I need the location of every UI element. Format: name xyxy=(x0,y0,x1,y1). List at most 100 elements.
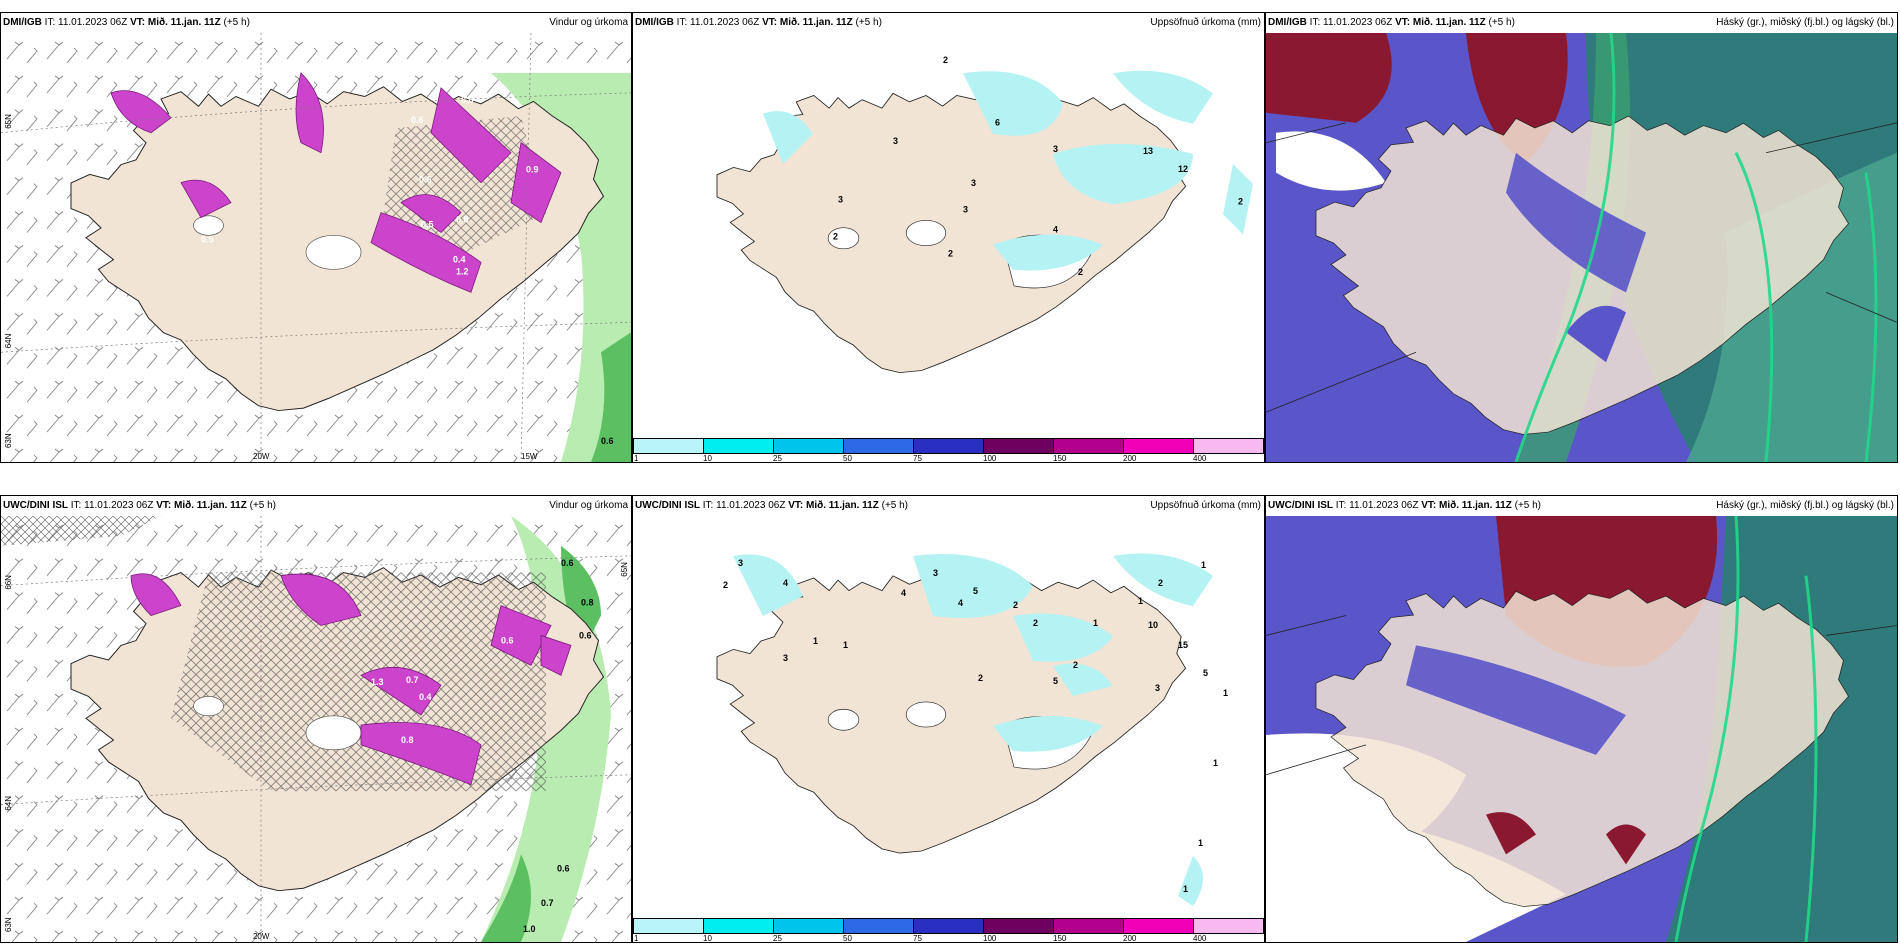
panel-dmi-precip: DMI/IGB IT: 11.01.2023 06Z VT: Mið. 11.j… xyxy=(632,12,1265,463)
precip-value: 1 xyxy=(1093,618,1098,628)
precip-value: 2 xyxy=(1078,267,1083,277)
panel-title: Vindur og úrkoma xyxy=(549,500,628,511)
vt-label: VT: xyxy=(1395,17,1411,28)
precip-map: 3 4 2 4 3 1 1 4 3 5 2 2 1 2 1 2 5 2 10 1… xyxy=(633,516,1264,916)
lat-label: 63N xyxy=(4,433,13,448)
it-label: IT: xyxy=(676,17,688,28)
precip-value: 1 xyxy=(1201,560,1206,570)
precip-value: 3 xyxy=(1053,144,1058,154)
wind-value: 0.6 xyxy=(579,630,592,640)
init-time: 11.01.2023 06Z xyxy=(84,500,154,511)
wind-value: 0.7 xyxy=(541,898,554,908)
lat-label: 66N xyxy=(4,575,13,590)
colorbar-swatch xyxy=(774,439,844,453)
colorbar-swatch xyxy=(774,919,844,933)
wind-value: 1.2 xyxy=(456,266,468,276)
precip-colorbar: 1 10 25 50 75 100 150 200 400 xyxy=(633,916,1264,942)
lead-time: (+5 h) xyxy=(855,17,882,28)
colorbar-tick: 200 xyxy=(1123,454,1137,463)
precip-value: 3 xyxy=(1155,683,1160,693)
panel-title: Uppsöfnuð úrkoma (mm) xyxy=(1150,17,1261,28)
lead-time: (+5 h) xyxy=(249,500,277,511)
wind-value: 0.4 xyxy=(419,692,432,702)
lead-time: (+5 h) xyxy=(1488,17,1515,28)
valid-time: Mið. 11.jan. 11Z xyxy=(1439,500,1512,511)
vt-label: VT: xyxy=(130,17,146,28)
colorbar-ticks: 1 10 25 50 75 100 150 200 400 xyxy=(633,454,1264,463)
lat-label: 64N xyxy=(4,796,13,811)
precip-value: 15 xyxy=(1178,640,1188,650)
panel-header: UWC/DINI ISL IT: 11.01.2023 06Z VT: Mið.… xyxy=(633,496,1264,516)
precip-value: 3 xyxy=(783,653,788,663)
model-source: UWC/DINI ISL xyxy=(635,500,700,511)
precip-value: 2 xyxy=(978,673,983,683)
lat-label: 64N xyxy=(4,333,13,348)
colorbar-ticks: 1 10 25 50 75 100 150 200 400 xyxy=(633,934,1264,942)
wind-value: 0.5 xyxy=(421,220,433,230)
panel-header: DMI/IGB IT: 11.01.2023 06Z VT: Mið. 11.j… xyxy=(1266,13,1897,33)
model-source: UWC/DINI ISL xyxy=(3,500,68,511)
precip-value: 10 xyxy=(1148,620,1158,630)
lead-time: (+5 h) xyxy=(223,17,250,28)
precip-value: 1 xyxy=(1183,884,1188,894)
lead-time: (+5 h) xyxy=(1514,500,1542,511)
model-source: DMI/IGB xyxy=(635,17,674,28)
colorbar-tick: 150 xyxy=(1053,454,1067,463)
panel-uwc-precip: UWC/DINI ISL IT: 11.01.2023 06Z VT: Mið.… xyxy=(632,495,1265,943)
valid-time: Mið. 11.jan. 11Z xyxy=(806,500,879,511)
colorbar-swatch xyxy=(844,919,914,933)
colorbar-swatches xyxy=(633,438,1264,454)
precip-value: 1 xyxy=(1223,688,1228,698)
precip-value: 3 xyxy=(963,204,968,214)
wind-value: 0.3 xyxy=(341,240,353,250)
panel-title: Háský (gr.), miðský (fj.bl.) og lágský (… xyxy=(1716,17,1894,28)
vt-label: VT: xyxy=(156,500,172,511)
precip-value: 5 xyxy=(1053,676,1058,686)
valid-time: Mið. 11.jan. 11Z xyxy=(147,17,221,28)
wind-value: 0.6 xyxy=(557,863,570,873)
precip-value: 3 xyxy=(838,194,843,204)
wind-value: 0.6 xyxy=(501,635,514,645)
lead-time: (+5 h) xyxy=(881,500,909,511)
wind-map: 1.3 0.7 0.4 0.6 0.8 0.6 0.8 0.6 0.6 0.7 … xyxy=(1,516,631,942)
precip-value: 6 xyxy=(995,118,1000,128)
precip-value: 3 xyxy=(893,136,898,146)
precip-value: 4 xyxy=(783,578,788,588)
valid-time: Mið. 11.jan. 11Z xyxy=(779,17,853,28)
wind-value: 0.6 xyxy=(419,175,431,185)
panel-uwc-wind: UWC/DINI ISL IT: 11.01.2023 06Z VT: Mið.… xyxy=(0,495,632,943)
wind-value: 1.3 xyxy=(371,677,384,687)
precip-value: 5 xyxy=(1203,668,1208,678)
model-source: UWC/DINI ISL xyxy=(1268,500,1333,511)
colorbar-swatch xyxy=(1124,919,1194,933)
precip-value: 2 xyxy=(948,249,953,259)
panel-dmi-wind: DMI/IGB IT: 11.01.2023 06Z VT: Mið. 11.j… xyxy=(0,12,632,463)
valid-time: Mið. 11.jan. 11Z xyxy=(1412,17,1486,28)
colorbar-tick: 50 xyxy=(843,454,852,463)
colorbar-swatch xyxy=(1194,439,1263,453)
vt-label: VT: xyxy=(762,17,778,28)
precip-value: 5 xyxy=(973,586,978,596)
colorbar-swatch xyxy=(634,439,704,453)
it-label: IT: xyxy=(1309,17,1321,28)
wind-value: 0.8 xyxy=(456,215,468,225)
colorbar-tick: 400 xyxy=(1193,454,1207,463)
colorbar-tick: 10 xyxy=(703,454,712,463)
cloud-map xyxy=(1266,33,1897,462)
precip-value: 1 xyxy=(843,640,848,650)
precip-map: 2 3 3 2 3 3 2 6 3 4 13 12 2 2 xyxy=(633,33,1264,436)
colorbar-swatch xyxy=(1054,439,1124,453)
precip-value: 2 xyxy=(943,55,948,65)
panel-header: DMI/IGB IT: 11.01.2023 06Z VT: Mið. 11.j… xyxy=(1,13,631,33)
wind-value: 0.5 xyxy=(201,235,213,245)
init-time: 11.01.2023 06Z xyxy=(690,17,760,28)
init-time: 11.01.2023 06Z xyxy=(1349,500,1419,511)
panel-dmi-clouds: DMI/IGB IT: 11.01.2023 06Z VT: Mið. 11.j… xyxy=(1265,12,1898,463)
colorbar-swatch xyxy=(634,919,704,933)
wind-map: 0.6 0.9 0.6 0.5 0.8 1.2 0.5 0.3 0.6 0.4 … xyxy=(1,33,631,462)
wind-value: 0.4 xyxy=(453,254,465,264)
precip-value: 1 xyxy=(1198,838,1203,848)
lat-label: 65N xyxy=(620,562,629,577)
lat-label: 63N xyxy=(4,917,13,932)
precip-value: 1 xyxy=(813,636,818,646)
